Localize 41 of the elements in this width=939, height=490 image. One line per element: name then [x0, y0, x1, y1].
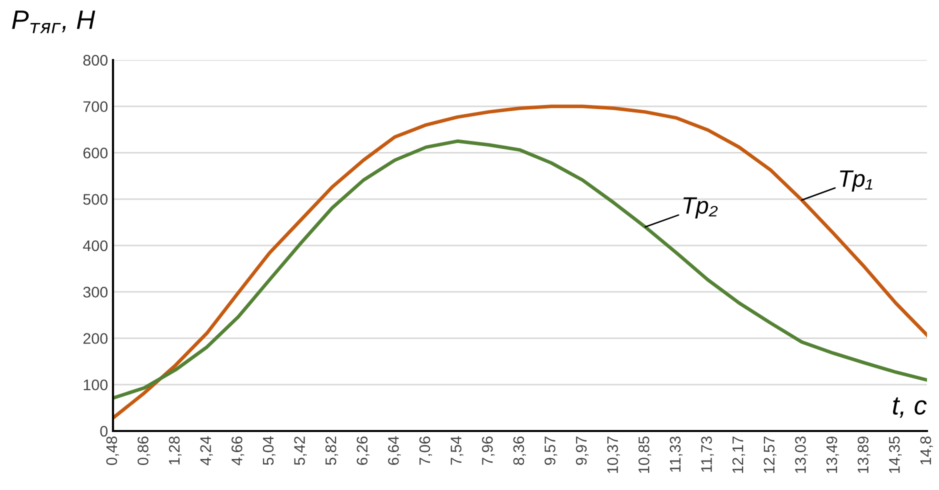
y-tick-label: 200 — [83, 333, 108, 344]
x-tick-label: 4,66 — [232, 436, 244, 466]
x-tick-label: 7,54 — [450, 436, 464, 465]
x-tick-label: 6,64 — [388, 436, 401, 465]
x-tick-label: 13,03 — [795, 436, 808, 473]
x-tick-label: 13,89 — [858, 436, 870, 473]
x-tick-label: 1,28 — [168, 436, 182, 464]
x-tick-label: 10,85 — [638, 436, 652, 473]
x-tick-label: 12,57 — [764, 436, 776, 473]
series-label: Tp₁ — [840, 170, 872, 192]
line-series — [113, 104, 927, 420]
y-tick-label: 700 — [83, 101, 108, 112]
x-tick-label: 0,86 — [138, 436, 150, 465]
x-tick-label: 0,48 — [106, 436, 119, 465]
x-tick-label: 5,04 — [262, 436, 276, 465]
x-tick-label: 10,37 — [607, 436, 620, 473]
x-tick-label: 11,73 — [701, 436, 714, 472]
x-tick-label: 14,35 — [888, 436, 902, 473]
x-tick-label: 5,82 — [325, 436, 338, 465]
x-tick-label: 11,33 — [670, 436, 682, 472]
x-tick-label: 13,49 — [826, 436, 839, 473]
x-tick-label: 14,8 — [920, 436, 933, 464]
series-label: Tp₂ — [683, 197, 718, 219]
y-tick-label: 100 — [84, 379, 108, 390]
y-tick-label: 500 — [83, 194, 108, 205]
x-tick-label: 6,26 — [356, 436, 370, 465]
x-tick-label: 8,36 — [513, 436, 526, 465]
y-tick-label: 800 — [83, 54, 108, 66]
y-tick-label: 600 — [83, 148, 108, 158]
y-tick-label: 400 — [83, 240, 108, 252]
x-tick-label: 12,17 — [732, 436, 746, 473]
x-tick-label: 7,06 — [419, 436, 432, 465]
y-tick-label: 300 — [83, 286, 108, 298]
x-tick-label: 7,96 — [482, 436, 495, 465]
x-axis-title: t, с — [893, 397, 927, 418]
y-axis-title: P$_{тяг}$, Н — [12, 10, 96, 34]
x-tick-label: 9,57 — [544, 436, 558, 465]
x-tick-label: 4,24 — [200, 436, 213, 466]
y-tick-label: 0 — [100, 426, 108, 437]
x-tick-label: 9,97 — [576, 436, 589, 465]
x-tick-label: 5,42 — [294, 436, 307, 465]
